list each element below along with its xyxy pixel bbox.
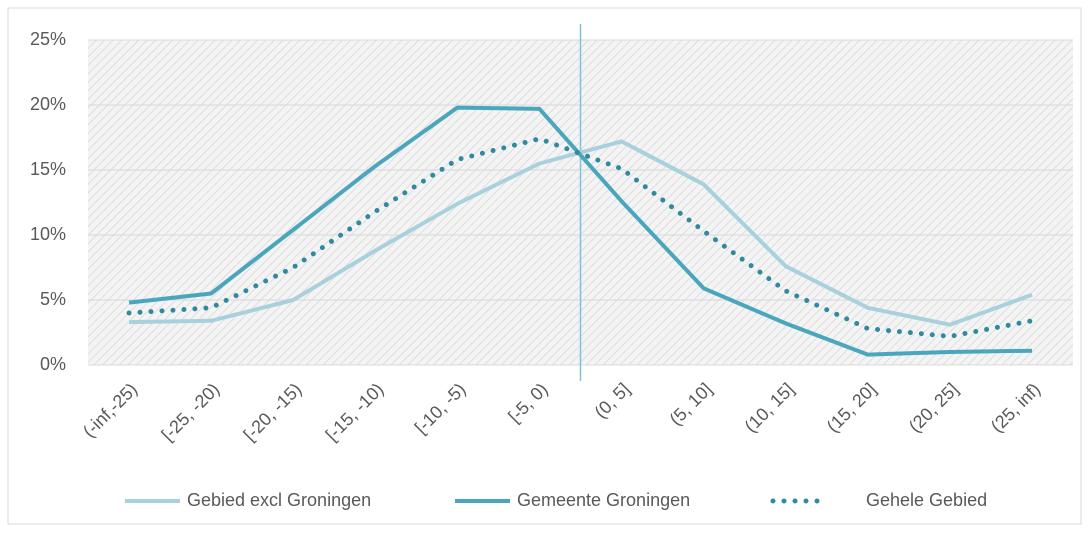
y-tick-label: 25%	[30, 29, 66, 49]
y-tick-label: 20%	[30, 94, 66, 114]
y-tick-label: 15%	[30, 159, 66, 179]
y-tick-label: 10%	[30, 224, 66, 244]
series-line	[128, 105, 1032, 357]
legend-label: Gebied excl Groningen	[187, 490, 371, 510]
legend-label: Gemeente Groningen	[517, 490, 690, 510]
legend-label: Gehele Gebied	[866, 490, 987, 510]
y-tick-label: 0%	[40, 354, 66, 374]
y-tick-label: 5%	[40, 289, 66, 309]
